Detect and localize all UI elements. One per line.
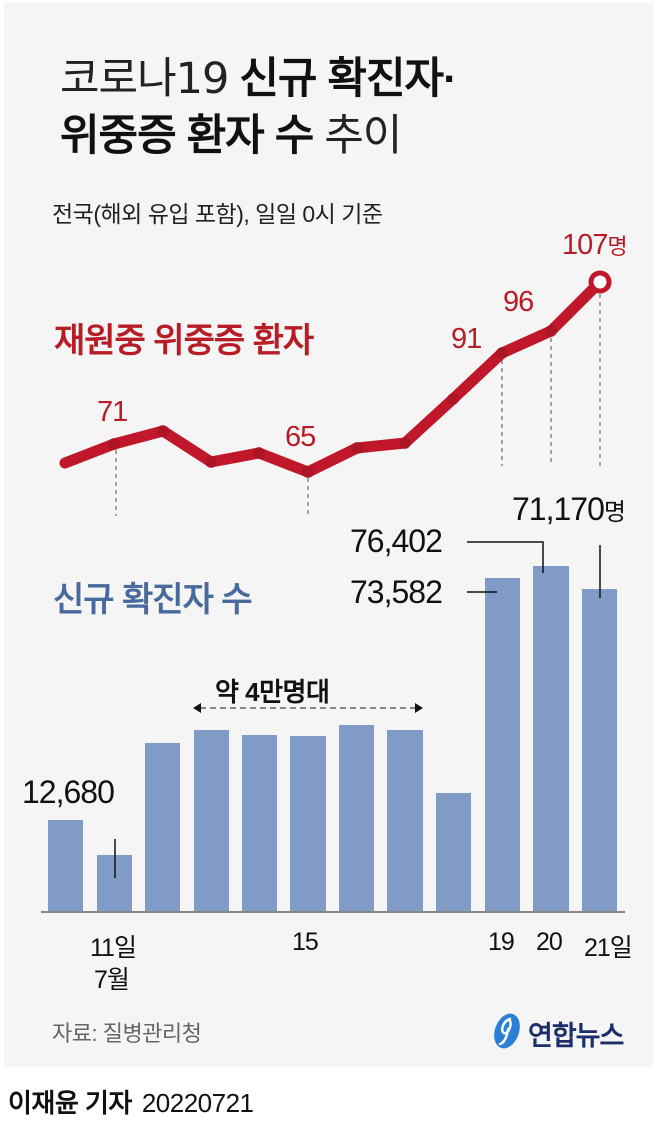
severe-patients-line <box>59 276 606 478</box>
title-bold-1: 신규 확진자· <box>239 55 457 103</box>
severe-guide-lines <box>115 294 601 516</box>
severe-series-label: 재원중 위중증 환자 <box>54 322 314 360</box>
x-tick-month: 7월 <box>94 966 130 994</box>
cases-value-76402: 76,402 <box>350 523 443 559</box>
subtitle: 전국(해외 유입 포함), 일일 0시 기준 <box>52 201 383 227</box>
severe-value-71: 71 <box>97 396 128 428</box>
x-tick-21: 21일 <box>584 934 633 962</box>
severe-value-107: 107명 <box>562 229 628 262</box>
cases-value-71170: 71,170명 <box>512 491 626 528</box>
reporter-name: 이재윤 기자 <box>8 1088 132 1118</box>
source-note: 자료: 질병관리청 <box>52 1021 202 1046</box>
publish-date: 20220721 <box>141 1088 254 1118</box>
x-tick-20: 20 <box>536 928 563 956</box>
cases-value-73582: 73,582 <box>350 574 443 610</box>
cases-value-12680: 12,680 <box>22 774 115 810</box>
cases-bars <box>48 566 617 912</box>
severe-value-91: 91 <box>451 323 482 355</box>
title-line-1: 코로나19 신규 확진자· <box>60 55 457 103</box>
yonhap-logo-text: 연합뉴스 <box>528 1021 624 1051</box>
severe-value-65: 65 <box>285 421 316 453</box>
x-tick-15: 15 <box>292 928 319 956</box>
range-note-label: 약 4만명대 <box>215 677 330 707</box>
range-arrow <box>193 703 423 713</box>
title-light-1: 코로나19 <box>60 54 229 104</box>
x-tick-19: 19 <box>488 928 515 956</box>
cases-series-label: 신규 확진자 수 <box>53 581 253 619</box>
severe-value-96: 96 <box>503 286 534 318</box>
severe-line-joints <box>108 325 557 478</box>
cases-value-71170-number: 71,170 <box>512 491 605 527</box>
byline: 이재윤 기자 20220721 <box>8 1083 254 1120</box>
severe-value-107-number: 107 <box>562 229 608 261</box>
title-bold-2: 위중증 환자 수 <box>60 112 314 160</box>
unit-label: 명 <box>603 499 626 526</box>
severe-end-marker <box>588 270 612 294</box>
bar-leader-lines <box>114 541 601 878</box>
yonhap-logo-icon <box>491 1011 523 1056</box>
title-line-2: 위중증 환자 수 추이 <box>60 112 402 160</box>
x-tick-11: 11일 <box>90 934 137 962</box>
unit-label: 명 <box>607 234 627 259</box>
title-light-2: 추이 <box>324 111 402 161</box>
